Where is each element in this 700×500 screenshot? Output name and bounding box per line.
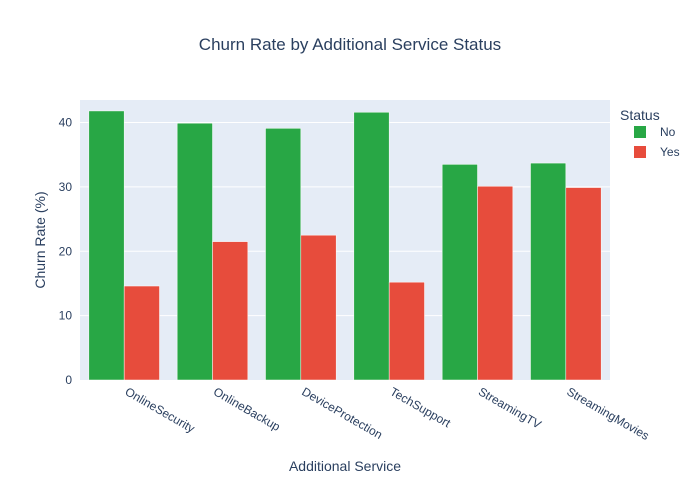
bar-yes-streamingmovies[interactable] [565,187,602,381]
y-tick-label: 40 [59,116,73,130]
bar-no-onlinebackup[interactable] [176,122,213,381]
y-axis-title: Churn Rate (%) [32,191,48,288]
x-tick-label: OnlineBackup [211,384,283,434]
chart-title: Churn Rate by Additional Service Status [199,35,501,54]
x-axis-title: Additional Service [289,458,401,474]
y-axis-ticks: 0 10 20 30 40 [59,116,73,387]
bar-no-streamingtv[interactable] [441,164,478,381]
legend-title: Status [620,107,660,123]
y-tick-label: 20 [59,244,73,258]
x-axis-ticks: OnlineSecurity OnlineBackup DeviceProtecti… [123,384,652,442]
bar-no-streamingmovies[interactable] [530,162,567,381]
bar-yes-onlinesecurity[interactable] [123,285,160,381]
plot-background [80,100,610,380]
bar-yes-deviceprotection[interactable] [300,234,337,381]
x-tick-label: StreamingTV [476,384,544,431]
legend[interactable]: Status No Yes [620,107,680,159]
gridlines [80,122,610,317]
y-tick-label: 30 [59,180,73,194]
y-tick-label: 10 [59,309,73,323]
x-tick-label: DeviceProtection [299,384,385,441]
x-tick-label: StreamingMovies [564,384,651,442]
legend-swatch-no[interactable] [634,126,646,138]
bar-no-deviceprotection[interactable] [265,128,302,381]
bars [88,110,602,381]
legend-label-yes[interactable]: Yes [660,145,680,159]
bar-no-techsupport[interactable] [353,111,390,381]
x-tick-label: OnlineSecurity [123,384,198,435]
x-tick-label: TechSupport [388,384,454,430]
legend-swatch-yes[interactable] [634,146,646,158]
bar-yes-techsupport[interactable] [388,281,425,381]
y-tick-label: 0 [65,373,72,387]
legend-label-no[interactable]: No [660,125,676,139]
bar-no-onlinesecurity[interactable] [88,110,125,381]
bar-yes-onlinebackup[interactable] [212,241,249,381]
bar-yes-streamingtv[interactable] [477,186,514,381]
